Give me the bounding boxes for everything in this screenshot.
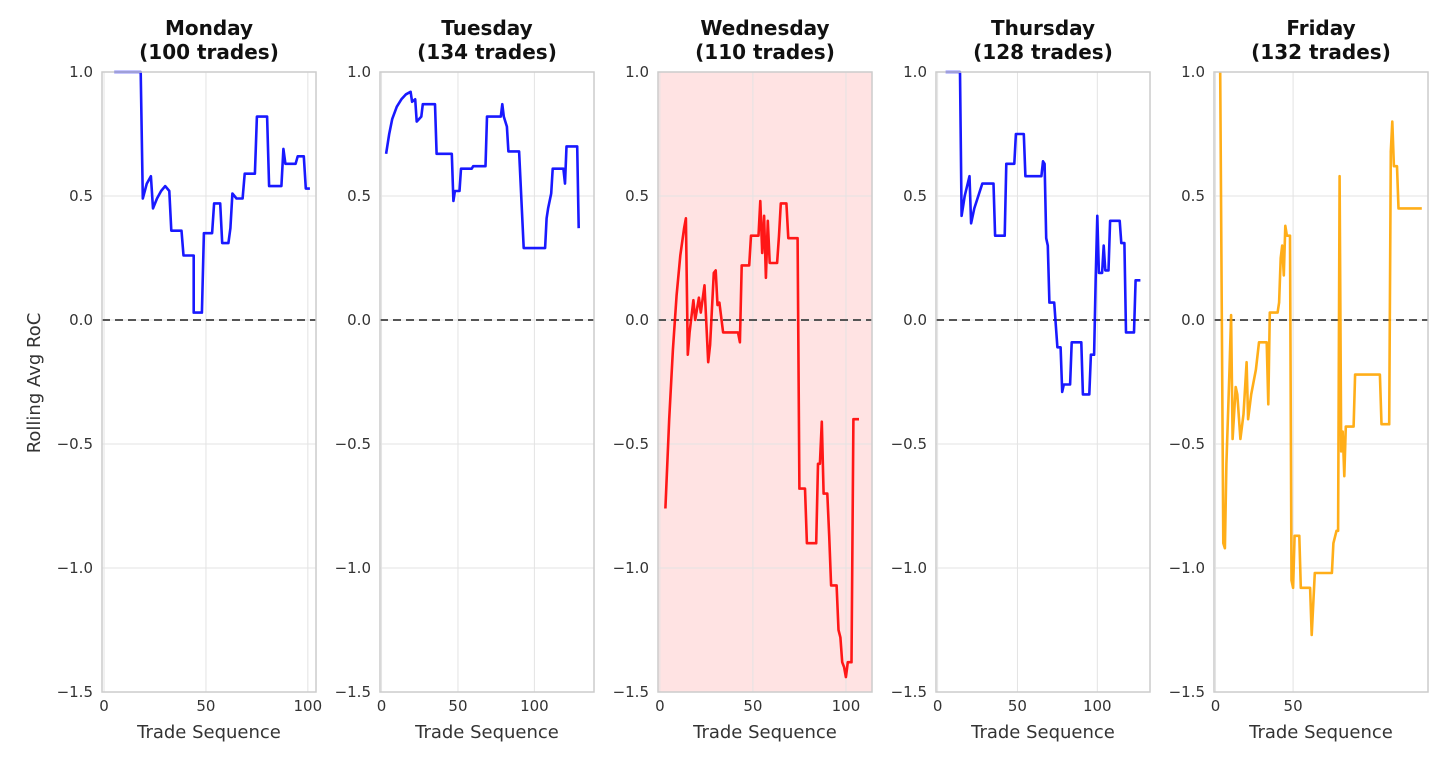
panel-title: Thursday bbox=[991, 16, 1095, 40]
x-tick-label: 100 bbox=[294, 697, 323, 715]
y-tick-label: −0.5 bbox=[613, 435, 649, 453]
panel-subtitle: (100 trades) bbox=[139, 40, 279, 64]
y-tick-label: 0.5 bbox=[347, 187, 371, 205]
x-tick-label: 100 bbox=[832, 697, 861, 715]
plot-background bbox=[102, 72, 316, 692]
y-tick-label: 1.0 bbox=[347, 63, 371, 81]
y-tick-label: 0.0 bbox=[347, 311, 371, 329]
plot-frame bbox=[935, 71, 1151, 693]
plot-background bbox=[1214, 72, 1428, 692]
y-tick-label: 1.0 bbox=[625, 63, 649, 81]
y-tick-label: −1.5 bbox=[335, 683, 371, 701]
panel-title: Tuesday bbox=[441, 16, 532, 40]
series-line-tuesday bbox=[384, 90, 580, 250]
panel-title: Monday bbox=[165, 16, 253, 40]
y-tick-label: −0.5 bbox=[57, 435, 93, 453]
panel-subtitle: (134 trades) bbox=[417, 40, 557, 64]
y-tick-label: 0.0 bbox=[1181, 311, 1205, 329]
plot-frame bbox=[379, 71, 595, 693]
y-tick-label: 0.5 bbox=[903, 187, 927, 205]
plot-background bbox=[658, 72, 872, 692]
panel-subtitle: (110 trades) bbox=[695, 40, 835, 64]
plot-frame bbox=[1213, 71, 1429, 693]
y-tick-label: 0.0 bbox=[69, 311, 93, 329]
panel-subtitle: (128 trades) bbox=[973, 40, 1113, 64]
panel-tuesday: 1.0 0.5 0.0 −0.5 −1.0 −1.5 0 50 100 Tuesday(134 t… bbox=[335, 16, 595, 743]
x-tick-label: 50 bbox=[743, 697, 762, 715]
y-tick-label: 0.5 bbox=[69, 187, 93, 205]
x-tick-label: 50 bbox=[196, 697, 215, 715]
x-tick-label: 50 bbox=[448, 697, 467, 715]
y-tick-label: 0.5 bbox=[625, 187, 649, 205]
plot-background bbox=[380, 72, 594, 692]
x-axis-label: Trade Sequence bbox=[692, 722, 837, 743]
x-tick-label: 0 bbox=[1211, 697, 1221, 715]
y-tick-label: 0.0 bbox=[903, 311, 927, 329]
y-tick-label: −0.5 bbox=[1169, 435, 1205, 453]
y-tick-label: −1.0 bbox=[613, 559, 649, 577]
y-tick-label: 0.5 bbox=[1181, 187, 1205, 205]
x-tick-label: 100 bbox=[520, 697, 549, 715]
series-line-wednesday bbox=[664, 199, 859, 679]
y-tick-label: −1.5 bbox=[57, 683, 93, 701]
panel-thursday: 1.0 0.5 0.0 −0.5 −1.0 −1.5 0 50 100 Thursday(128 … bbox=[891, 16, 1151, 743]
y-tick-label: −1.0 bbox=[335, 559, 371, 577]
series-line-monday bbox=[114, 70, 310, 314]
x-tick-label: 50 bbox=[1008, 697, 1027, 715]
y-tick-label: 1.0 bbox=[1181, 63, 1205, 81]
panel-friday: 1.0 0.5 0.0 −0.5 −1.0 −1.5 0 50 Friday(132 trade… bbox=[1169, 16, 1429, 743]
x-tick-label: 100 bbox=[1083, 697, 1112, 715]
y-tick-label: −1.0 bbox=[891, 559, 927, 577]
plot-frame bbox=[101, 71, 317, 693]
x-axis-label: Trade Sequence bbox=[1248, 722, 1393, 743]
y-tick-label: −0.5 bbox=[335, 435, 371, 453]
panels: 1.0 0.5 0.0 −0.5 −1.0 −1.5 0 50 100 Monday(100 tr… bbox=[57, 16, 1429, 743]
y-tick-label: −1.0 bbox=[57, 559, 93, 577]
panel-wednesday: 1.0 0.5 0.0 −0.5 −1.0 −1.5 0 50 100 Wednesday(110… bbox=[613, 16, 873, 743]
y-tick-label: −1.5 bbox=[613, 683, 649, 701]
y-axis-label: Rolling Avg RoC bbox=[24, 313, 45, 454]
y-tick-label: −1.5 bbox=[1169, 683, 1205, 701]
x-tick-label: 0 bbox=[655, 697, 665, 715]
panel-monday: 1.0 0.5 0.0 −0.5 −1.0 −1.5 0 50 100 Monday(100 tr… bbox=[57, 16, 323, 743]
panel-title: Friday bbox=[1286, 16, 1355, 40]
y-tick-label: 1.0 bbox=[69, 63, 93, 81]
x-axis-label: Trade Sequence bbox=[970, 722, 1115, 743]
y-tick-label: 0.0 bbox=[625, 311, 649, 329]
panel-subtitle: (132 trades) bbox=[1251, 40, 1391, 64]
y-tick-label: −0.5 bbox=[891, 435, 927, 453]
x-tick-label: 50 bbox=[1284, 697, 1303, 715]
panel-title: Wednesday bbox=[700, 16, 829, 40]
x-axis-label: Trade Sequence bbox=[136, 722, 281, 743]
x-axis-label: Trade Sequence bbox=[414, 722, 559, 743]
y-tick-label: −1.5 bbox=[891, 683, 927, 701]
x-tick-label: 0 bbox=[377, 697, 387, 715]
x-tick-label: 0 bbox=[99, 697, 109, 715]
plot-background bbox=[936, 72, 1150, 692]
series-line-friday bbox=[1218, 71, 1422, 637]
y-tick-label: −1.0 bbox=[1169, 559, 1205, 577]
x-tick-label: 0 bbox=[933, 697, 943, 715]
y-tick-label: 1.0 bbox=[903, 63, 927, 81]
series-line-thursday bbox=[945, 70, 1141, 396]
plot-frame bbox=[657, 71, 873, 693]
